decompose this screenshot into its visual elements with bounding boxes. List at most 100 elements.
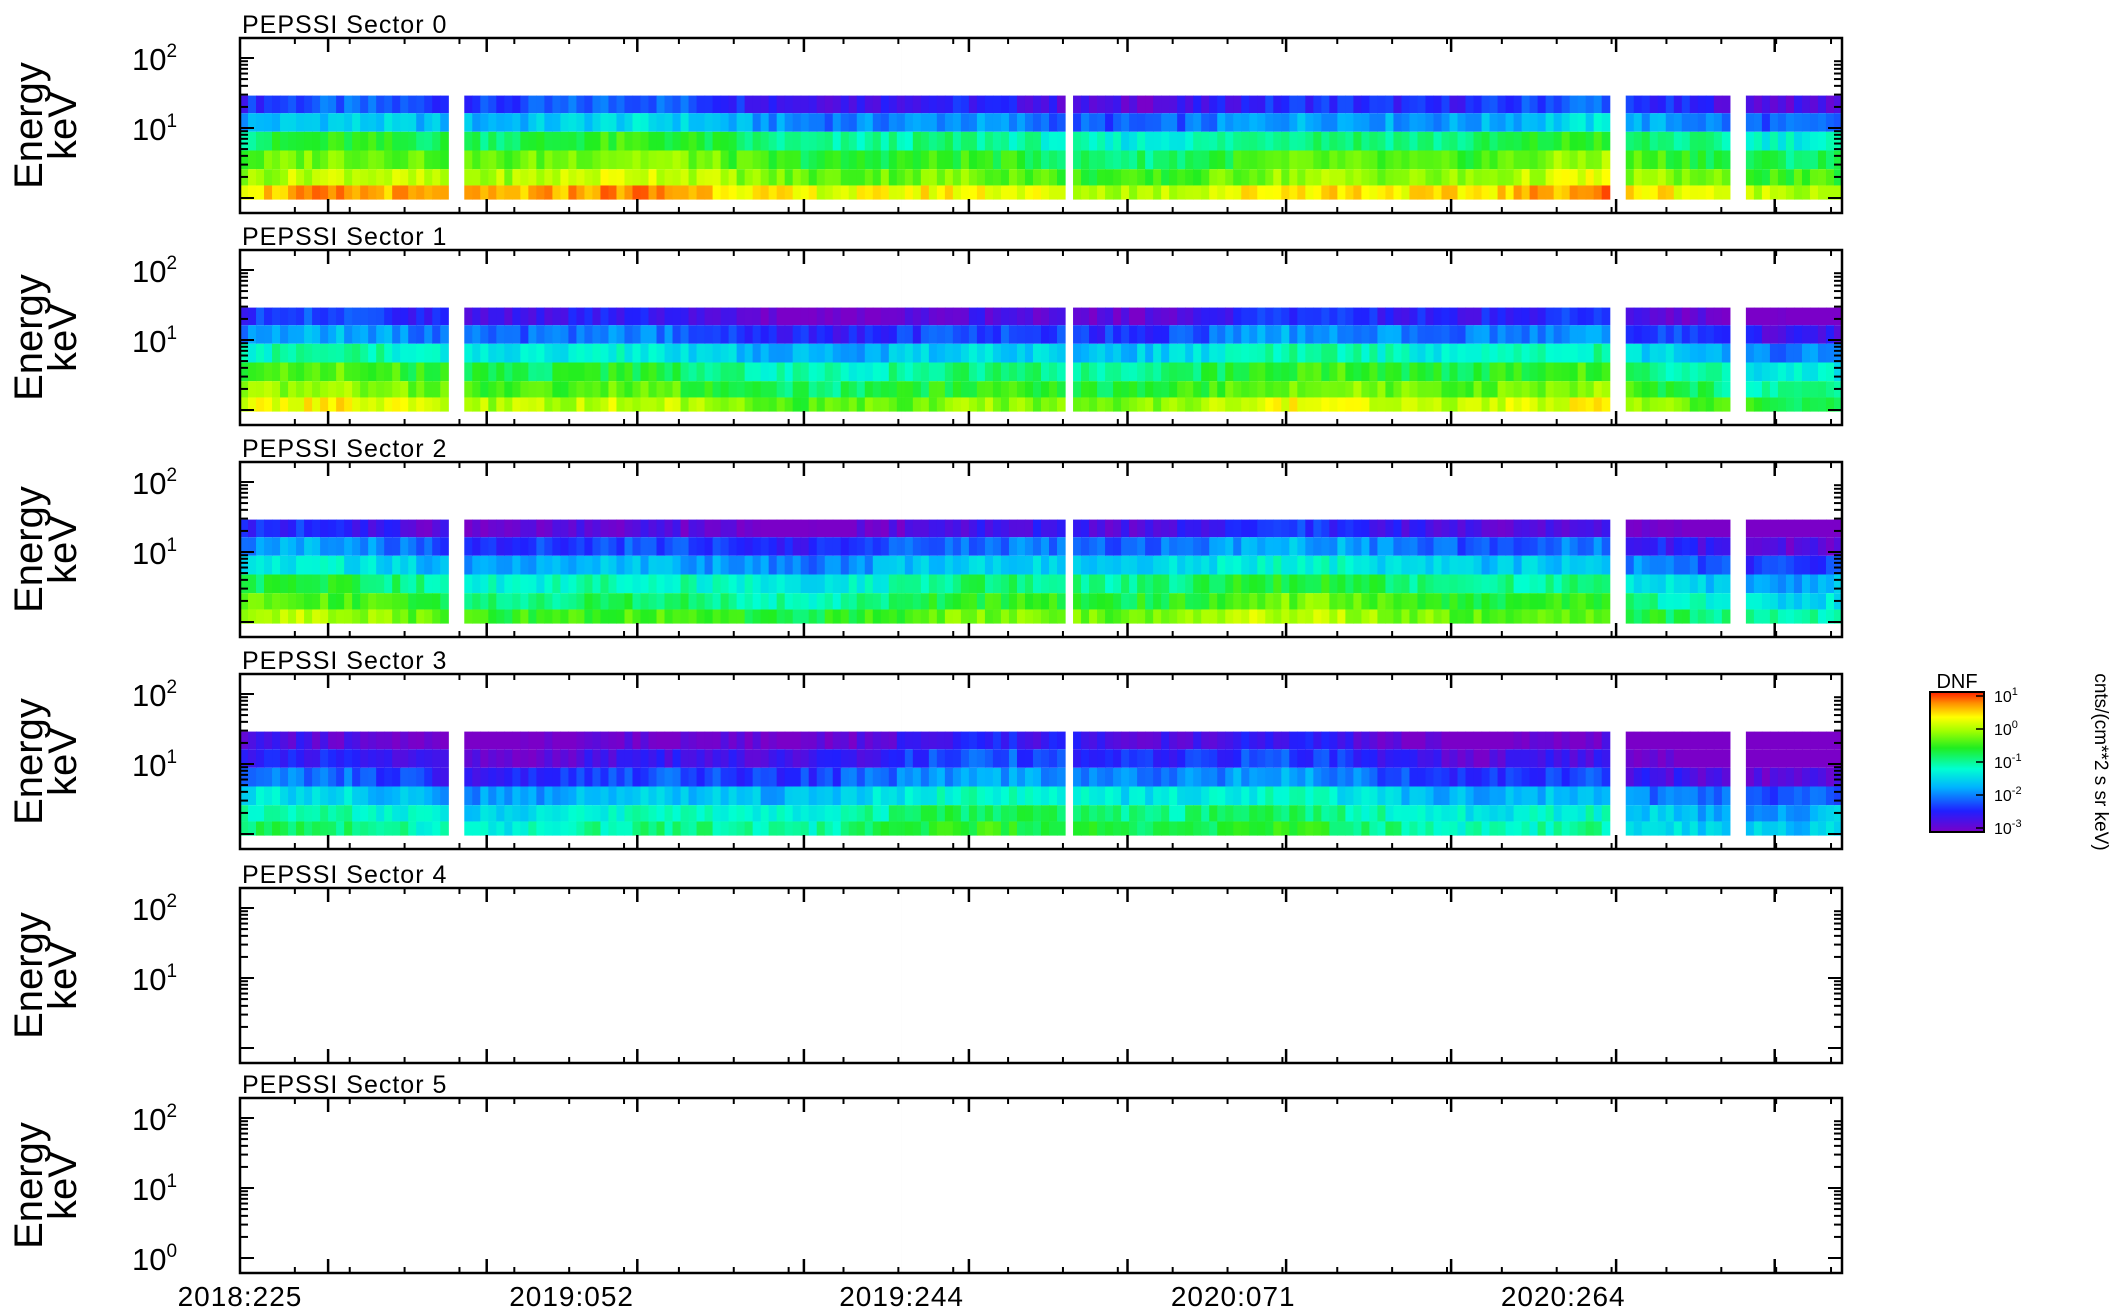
spectrogram-cell xyxy=(1769,185,1779,200)
spectrogram-cell xyxy=(1769,574,1779,594)
spectrogram-cell xyxy=(1721,169,1731,186)
spectrogram-cell xyxy=(1201,574,1210,594)
spectrogram-cell xyxy=(1225,185,1234,200)
spectrogram-cell xyxy=(1433,343,1443,363)
spectrogram-cell xyxy=(1409,537,1419,556)
spectrogram-cell xyxy=(1121,555,1130,575)
spectrogram-cell xyxy=(520,555,529,575)
spectrogram-cell xyxy=(720,731,730,750)
spectrogram-cell xyxy=(1537,169,1547,186)
spectrogram-cell xyxy=(1337,593,1346,610)
spectrogram-cell xyxy=(952,574,962,594)
spectrogram-cell xyxy=(1297,537,1306,556)
spectrogram-cell xyxy=(576,150,586,170)
spectrogram-cell xyxy=(1441,731,1451,750)
spectrogram-cell xyxy=(608,537,618,556)
spectrogram-cell xyxy=(1121,343,1130,363)
spectrogram-cell xyxy=(632,343,642,363)
spectrogram-cell xyxy=(1521,609,1531,624)
spectrogram-cell xyxy=(328,593,337,610)
spectrogram-cell xyxy=(432,731,441,750)
spectrogram-cell xyxy=(424,397,433,412)
spectrogram-cell xyxy=(1209,113,1218,132)
spectrogram-cell xyxy=(320,537,329,556)
spectrogram-cell xyxy=(808,397,818,412)
spectrogram-cell xyxy=(320,731,329,750)
spectrogram-cell xyxy=(1761,343,1771,363)
spectrogram-cell xyxy=(744,150,754,170)
spectrogram-cell xyxy=(936,537,946,556)
spectrogram-cell xyxy=(1169,343,1178,363)
spectrogram-cell xyxy=(352,537,361,556)
spectrogram-cell xyxy=(1345,767,1354,787)
spectrogram-cell xyxy=(888,609,898,624)
spectrogram-cell xyxy=(1016,555,1026,575)
spectrogram-cell xyxy=(1673,325,1683,344)
spectrogram-cell xyxy=(728,537,738,556)
spectrogram-cell xyxy=(1321,555,1330,575)
spectrogram-cell xyxy=(1633,749,1643,768)
spectrogram-cell xyxy=(736,821,746,836)
spectrogram-cell xyxy=(976,767,986,787)
spectrogram-cell xyxy=(1649,362,1659,382)
spectrogram-cell xyxy=(440,537,449,556)
spectrogram-cell xyxy=(1625,362,1635,382)
spectrogram-cell xyxy=(1585,593,1595,610)
spectrogram-cell xyxy=(248,593,257,610)
spectrogram-cell xyxy=(424,555,433,575)
spectrogram-cell xyxy=(296,805,305,822)
spectrogram-cell xyxy=(1113,307,1122,326)
spectrogram-cell xyxy=(432,362,441,382)
spectrogram-cell xyxy=(1233,555,1242,575)
spectrogram-cell xyxy=(720,821,730,836)
spectrogram-cell xyxy=(936,397,946,412)
spectrogram-cell xyxy=(1329,609,1338,624)
spectrogram-cell xyxy=(1265,786,1274,806)
spectrogram-cell xyxy=(1833,325,1843,344)
spectrogram-cell xyxy=(608,381,618,398)
spectrogram-cell xyxy=(1073,749,1082,768)
spectrogram-cell xyxy=(896,131,906,151)
spectrogram-cell xyxy=(304,397,313,412)
spectrogram-cell xyxy=(368,805,377,822)
spectrogram-cell xyxy=(1409,362,1419,382)
spectrogram-cell xyxy=(1297,169,1306,186)
spectrogram-cell xyxy=(872,555,882,575)
spectrogram-cell xyxy=(1417,95,1427,114)
spectrogram-cell xyxy=(1081,325,1090,344)
spectrogram-cell xyxy=(352,609,361,624)
spectrogram-cell xyxy=(1313,343,1322,363)
spectrogram-cell xyxy=(1449,185,1459,200)
spectrogram-cell xyxy=(1129,325,1138,344)
spectrogram-cell xyxy=(1585,307,1595,326)
spectrogram-cell xyxy=(392,131,401,151)
spectrogram-cell xyxy=(1505,95,1515,114)
spectrogram-cell xyxy=(392,397,401,412)
spectrogram-cell xyxy=(1473,150,1483,170)
spectrogram-cell xyxy=(1457,574,1467,594)
spectrogram-cell xyxy=(1577,609,1587,624)
spectrogram-cell xyxy=(1345,609,1354,624)
spectrogram-cell xyxy=(960,805,970,822)
spectrogram-cell xyxy=(1441,555,1451,575)
spectrogram-cell xyxy=(1049,519,1058,538)
spectrogram-cell xyxy=(840,307,850,326)
spectrogram-cell xyxy=(392,767,401,787)
spectrogram-cell xyxy=(1289,131,1298,151)
spectrogram-cell xyxy=(352,113,361,132)
spectrogram-cell xyxy=(408,537,417,556)
spectrogram-cell xyxy=(1081,609,1090,624)
spectrogram-cell xyxy=(296,593,305,610)
spectrogram-cell xyxy=(1185,113,1194,132)
spectrogram-cell xyxy=(1257,767,1266,787)
spectrogram-cell xyxy=(944,381,954,398)
spectrogram-cell xyxy=(1785,805,1795,822)
spectrogram-cell xyxy=(976,519,986,538)
spectrogram-cell xyxy=(592,593,602,610)
spectrogram-cell xyxy=(1697,307,1707,326)
spectrogram-cell xyxy=(296,150,305,170)
spectrogram-cell xyxy=(560,362,570,382)
spectrogram-cell xyxy=(1681,805,1691,822)
spectrogram-cell xyxy=(1281,169,1290,186)
spectrogram-cell xyxy=(1049,749,1058,768)
